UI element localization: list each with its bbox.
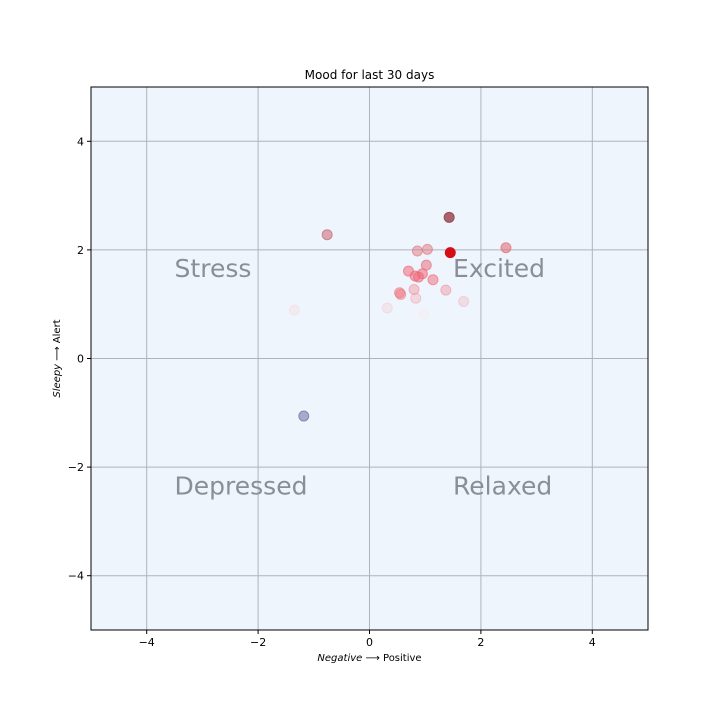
data-point bbox=[421, 243, 433, 255]
data-point bbox=[395, 288, 407, 300]
data-points bbox=[288, 211, 512, 422]
data-point bbox=[413, 271, 425, 283]
data-point bbox=[410, 292, 422, 304]
y-tick-label: 2 bbox=[77, 244, 84, 257]
data-point bbox=[288, 304, 300, 316]
y-axis-title: Sleepy ⟶ Alert bbox=[52, 319, 63, 397]
y-axis-title-sleepy: Sleepy bbox=[52, 363, 63, 398]
quadrant-label-relaxed: Relaxed bbox=[453, 471, 552, 500]
x-axis-title-negative: Negative bbox=[317, 653, 362, 664]
grid-lines bbox=[91, 87, 648, 630]
quadrant-labels: Stress Excited Depressed Relaxed bbox=[175, 254, 553, 500]
y-tick-label: 0 bbox=[77, 353, 84, 366]
x-axis-arrow: ⟶ bbox=[362, 653, 383, 664]
data-point bbox=[458, 295, 470, 307]
quadrant-label-excited: Excited bbox=[453, 254, 545, 283]
chart-title: Mood for last 30 days bbox=[305, 68, 435, 82]
x-tick-label: 2 bbox=[477, 636, 484, 649]
y-axis-arrow: ⟶ bbox=[52, 343, 63, 364]
data-point bbox=[298, 410, 310, 422]
data-point bbox=[410, 312, 422, 324]
quadrant-label-depressed: Depressed bbox=[175, 471, 308, 500]
data-point bbox=[321, 229, 333, 241]
x-tick-label: 4 bbox=[589, 636, 596, 649]
x-tick-label: −2 bbox=[250, 636, 266, 649]
x-axis-title-positive: Positive bbox=[383, 653, 422, 664]
data-point bbox=[408, 284, 420, 296]
data-point bbox=[381, 302, 393, 314]
x-tick-label: 0 bbox=[366, 636, 373, 649]
x-tick-label: −4 bbox=[139, 636, 155, 649]
y-tick-label: −4 bbox=[68, 570, 84, 583]
data-point bbox=[444, 247, 456, 259]
y-tick-label: 4 bbox=[77, 135, 84, 148]
data-point bbox=[427, 274, 439, 286]
quadrant-label-stress: Stress bbox=[175, 254, 252, 283]
data-point bbox=[500, 242, 512, 254]
data-point bbox=[411, 245, 423, 257]
axis-ticks: −4 −2 0 2 4 −4 −2 0 2 4 bbox=[68, 135, 596, 649]
data-point bbox=[440, 284, 452, 296]
y-axis-title-alert: Alert bbox=[52, 319, 63, 343]
x-axis-title: Negative ⟶ Positive bbox=[317, 653, 421, 664]
data-point bbox=[443, 211, 455, 223]
data-point bbox=[418, 308, 430, 320]
y-tick-label: −2 bbox=[68, 461, 84, 474]
